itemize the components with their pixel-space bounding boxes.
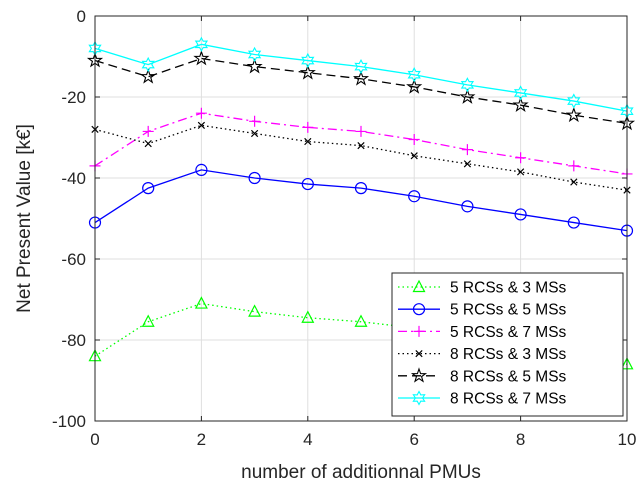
y-tick-label: -20 <box>61 88 86 107</box>
data-point <box>197 121 206 129</box>
data-point <box>249 115 261 127</box>
legend-marker <box>415 349 423 358</box>
data-point <box>516 168 525 176</box>
data-point <box>357 141 365 150</box>
data-point <box>354 314 368 327</box>
series-line <box>94 57 628 124</box>
data-point <box>302 121 314 133</box>
legend-marker <box>413 325 425 337</box>
y-tick-label: -40 <box>61 169 86 188</box>
data-point <box>410 152 418 160</box>
data-point <box>567 216 580 229</box>
data-point <box>407 67 421 83</box>
legend-marker <box>412 279 426 293</box>
data-point <box>354 58 368 75</box>
legend-label: 8 RCSs & 3 MSs <box>450 346 567 363</box>
y-tick-label: -100 <box>52 412 86 431</box>
data-point <box>461 144 473 156</box>
data-point <box>354 182 368 195</box>
legend: 5 RCSs & 3 MSs 5 RCSs & 5 MSs 5 RCSs & 7 M… <box>391 272 624 417</box>
x-tick-label: 8 <box>516 430 525 449</box>
data-point <box>142 182 155 195</box>
data-point <box>352 70 370 86</box>
data-point <box>193 50 210 66</box>
series-line <box>94 43 628 112</box>
x-tick-label: 0 <box>90 430 99 449</box>
data-point <box>461 200 474 213</box>
legend-label: 8 RCSs & 7 MSs <box>450 391 567 408</box>
data-point <box>301 52 315 69</box>
series-5 <box>86 50 636 131</box>
data-point <box>515 152 527 164</box>
legend-item: 5 RCSs & 5 MSs <box>398 302 567 319</box>
data-point <box>195 107 207 119</box>
legend-label: 5 RCSs & 7 MSs <box>450 324 567 341</box>
legend-item: 8 RCSs & 7 MSs <box>398 390 567 408</box>
data-point <box>512 96 529 112</box>
data-point <box>195 163 208 176</box>
data-point <box>406 78 423 94</box>
data-point <box>247 46 262 63</box>
legend-item: 8 RCSs & 5 MSs <box>398 367 567 385</box>
data-point <box>246 58 263 74</box>
series-line <box>94 169 628 232</box>
data-point <box>463 160 472 168</box>
legend-item: 5 RCSs & 3 MSs <box>398 280 567 297</box>
legend-label: 5 RCSs & 5 MSs <box>450 302 567 319</box>
legend-marker <box>412 390 426 406</box>
data-point <box>513 85 528 101</box>
data-point <box>144 139 152 148</box>
legend-label: 5 RCSs & 3 MSs <box>450 280 567 297</box>
legend-box <box>391 272 624 417</box>
x-tick-label: 4 <box>303 430 312 449</box>
data-point <box>408 134 420 146</box>
data-point <box>248 304 262 317</box>
legend-label: 8 RCSs & 5 MSs <box>450 368 567 385</box>
x-tick-label: 6 <box>409 430 418 449</box>
legend-item: 5 RCSs & 7 MSs <box>398 324 567 341</box>
data-point <box>142 125 154 137</box>
data-point <box>194 296 208 309</box>
data-point <box>570 178 578 186</box>
data-point <box>460 77 475 93</box>
data-point <box>141 56 155 73</box>
data-point <box>514 208 527 221</box>
data-point <box>194 36 209 53</box>
data-point <box>301 310 315 323</box>
data-point <box>299 64 316 80</box>
legend-marker <box>412 303 426 316</box>
plot-frame <box>94 15 628 422</box>
data-point <box>567 93 581 109</box>
y-axis-label: Net Present Value [k€] <box>14 124 35 313</box>
legend-item: 8 RCSs & 3 MSs <box>398 346 567 363</box>
x-tick-label: 2 <box>197 430 206 449</box>
y-tick-label: -60 <box>61 250 86 269</box>
data-point <box>565 106 582 123</box>
data-point <box>250 129 259 138</box>
x-axis-label: number of additionnal PMUs <box>241 462 481 483</box>
series-4 <box>91 121 631 194</box>
data-point <box>301 177 314 191</box>
data-point <box>355 125 367 137</box>
data-point <box>141 314 155 327</box>
legend-marker <box>410 367 428 383</box>
data-point <box>304 137 312 146</box>
data-point <box>408 190 421 203</box>
data-point <box>140 68 157 84</box>
y-tick-label: 0 <box>77 7 86 26</box>
x-tick-label: 10 <box>618 430 637 449</box>
data-point <box>459 88 476 104</box>
data-point <box>248 171 261 185</box>
data-point <box>568 160 580 172</box>
y-tick-label: -80 <box>61 331 86 350</box>
tick-labels: 0 2 4 6 8 10 0 -20 -40 -60 -80 -100 <box>52 7 636 449</box>
